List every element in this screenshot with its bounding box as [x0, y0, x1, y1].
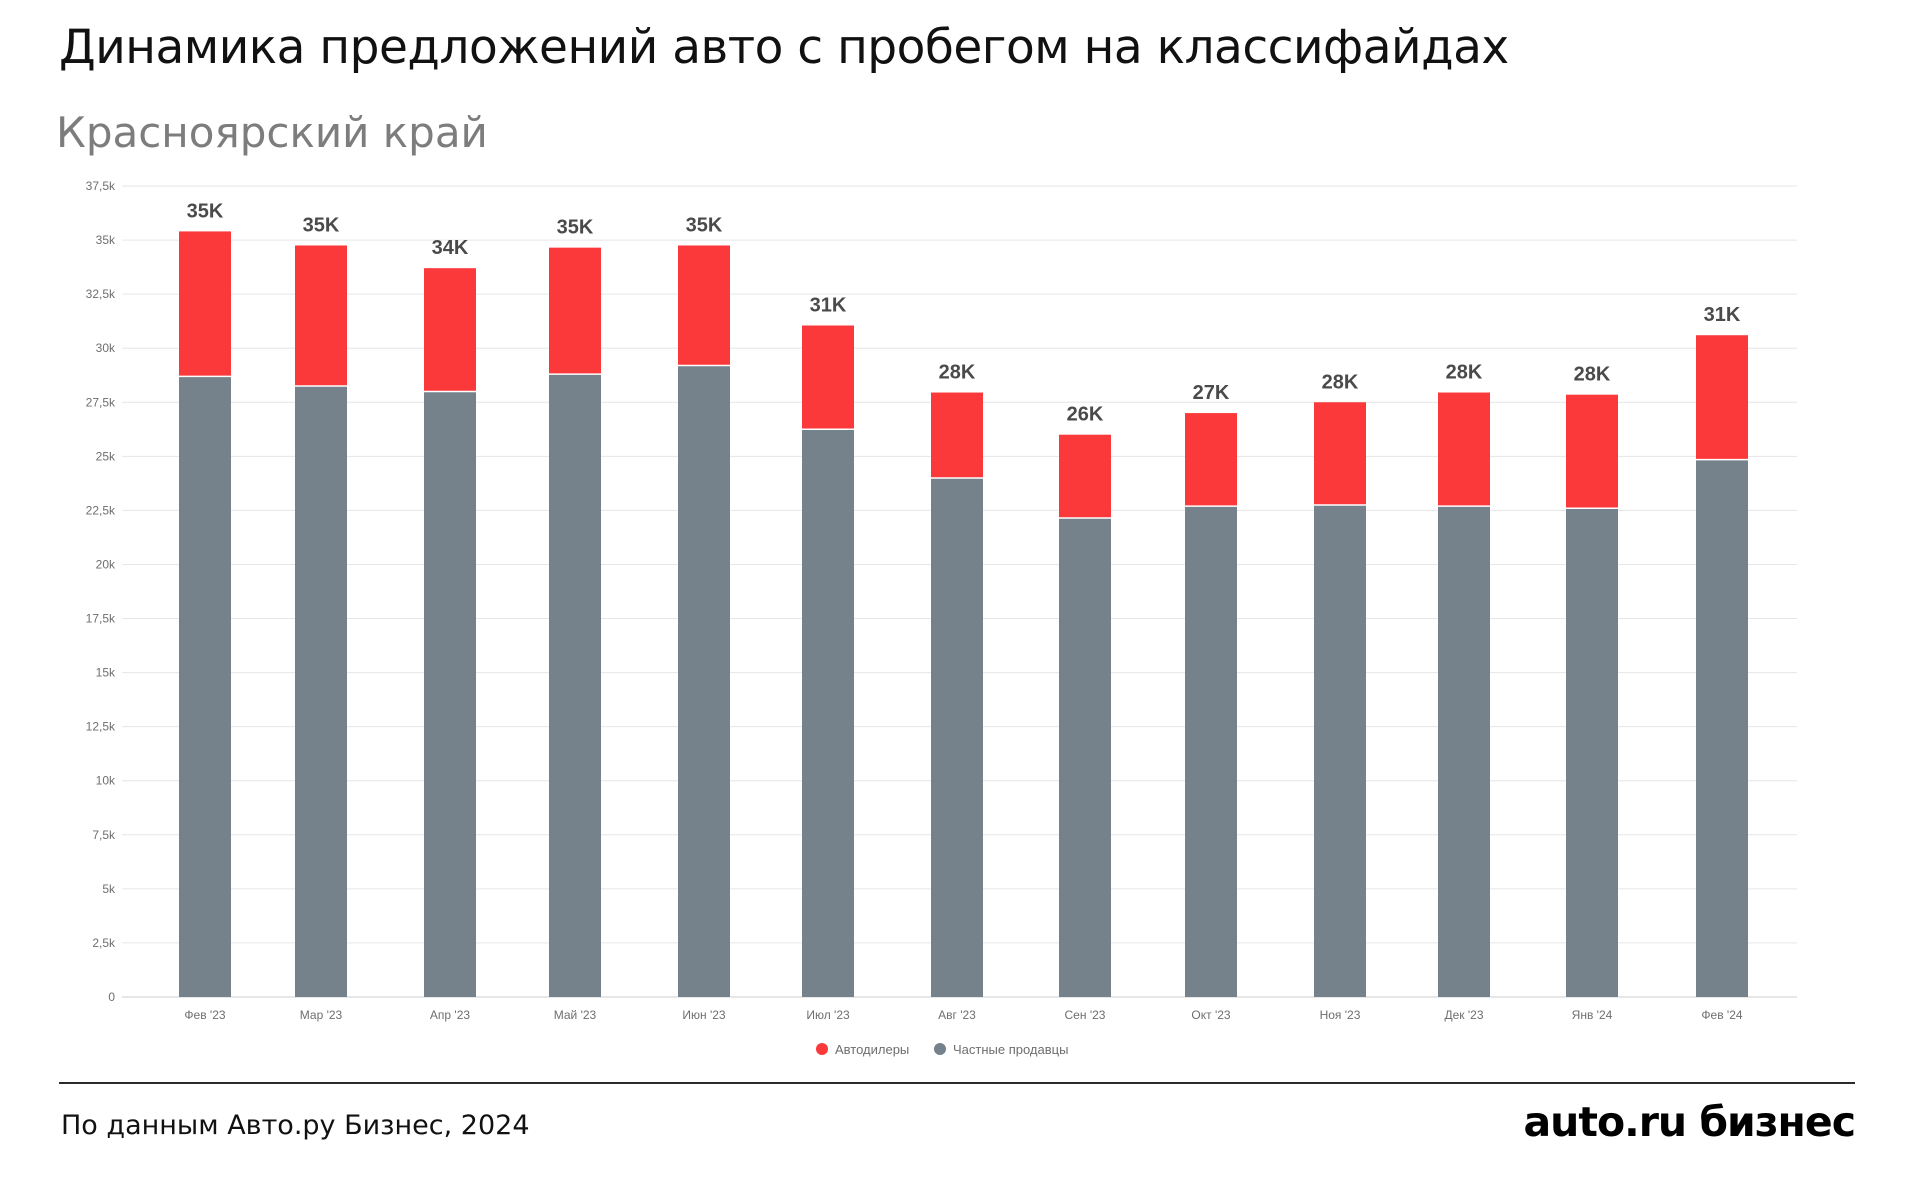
x-tick-label: Ноя '23	[1320, 1008, 1361, 1022]
bar-total-label: 28K	[1446, 362, 1483, 384]
bar-dealers	[1438, 392, 1490, 507]
bar-dealers	[1696, 335, 1748, 460]
x-tick-label: Июн '23	[682, 1008, 726, 1022]
y-tick-label: 2,5k	[92, 936, 116, 950]
legend: Автодилеры Частные продавцы	[816, 1042, 1068, 1057]
x-tick-label: Сен '23	[1065, 1008, 1106, 1022]
footer-divider	[59, 1082, 1855, 1084]
bar-dealers	[549, 247, 601, 375]
bar-dealers	[295, 245, 347, 387]
x-tick-label: Дек '23	[1444, 1008, 1483, 1022]
bar-total-label: 35K	[187, 200, 224, 222]
x-tick-label: Янв '24	[1572, 1008, 1613, 1022]
bar-dealers	[1185, 413, 1237, 507]
y-tick-label: 35k	[96, 233, 116, 247]
x-tick-label: Окт '23	[1191, 1008, 1231, 1022]
bar-dealers	[179, 231, 231, 377]
legend-label-dealers: Автодилеры	[835, 1042, 909, 1057]
source-note: По данным Авто.ру Бизнес, 2024	[61, 1110, 530, 1141]
y-tick-label: 20k	[96, 557, 116, 571]
bar-dealers	[802, 325, 854, 430]
page-title: Динамика предложений авто с пробегом на …	[59, 20, 1509, 75]
y-tick-label: 15k	[96, 666, 116, 680]
bar-private-sellers	[802, 429, 854, 997]
x-tick-label: Май '23	[554, 1008, 597, 1022]
bar-total-label: 34K	[432, 237, 469, 259]
y-tick-label: 17,5k	[86, 612, 116, 626]
bar-private-sellers	[678, 365, 730, 997]
bar-total-label: 35K	[686, 214, 723, 236]
x-tick-label: Июл '23	[806, 1008, 850, 1022]
grid-layer: 0 2,5k 5k 7,5k 10k 12,5k 15k 17,5k 20k 22,5k 25k 27…	[86, 179, 1797, 1004]
bar-private-sellers	[424, 391, 476, 997]
legend-marker-dealers	[816, 1043, 828, 1055]
bar-private-sellers	[295, 386, 347, 998]
bar-private-sellers	[179, 376, 231, 997]
bar-total-label: 27K	[1193, 382, 1230, 404]
bar-private-sellers	[1566, 508, 1618, 997]
y-tick-label: 37,5k	[86, 179, 116, 193]
y-tick-label: 27,5k	[86, 395, 116, 409]
x-tick-label: Фев '23	[184, 1008, 225, 1022]
bar-total-label: 26K	[1067, 404, 1104, 426]
bar-dealers	[1566, 394, 1618, 509]
bar-dealers	[1059, 434, 1111, 518]
bar-total-label: 35K	[303, 214, 340, 236]
bar-dealers	[931, 392, 983, 478]
bar-total-label: 31K	[810, 294, 847, 316]
x-tick-label: Фев '24	[1701, 1008, 1742, 1022]
stacked-bar-chart: 0 2,5k 5k 7,5k 10k 12,5k 15k 17,5k 20k 22,5k 25k 27…	[86, 179, 1797, 1057]
x-tick-label: Апр '23	[430, 1008, 470, 1022]
bar-dealers	[424, 268, 476, 392]
bar-total-label: 28K	[1322, 371, 1359, 393]
y-tick-label: 30k	[96, 341, 116, 355]
y-tick-label: 7,5k	[92, 828, 116, 842]
x-tick-label: Мар '23	[300, 1008, 343, 1022]
y-tick-label: 22,5k	[86, 503, 116, 517]
y-tick-label: 12,5k	[86, 720, 116, 734]
bar-total-label: 35K	[557, 217, 594, 239]
y-tick-label: 0	[108, 990, 115, 1004]
bar-private-sellers	[1696, 459, 1748, 997]
y-tick-label: 5k	[102, 882, 116, 896]
labels-layer: 35K Фев '23 35K Мар '23 34K Апр '23 35K Май '23…	[184, 200, 1742, 1022]
legend-label-private: Частные продавцы	[953, 1042, 1068, 1057]
y-tick-label: 10k	[96, 774, 116, 788]
bars-layer	[179, 231, 1748, 998]
bar-private-sellers	[1185, 506, 1237, 997]
x-tick-label: Авг '23	[938, 1008, 976, 1022]
bar-private-sellers	[1059, 517, 1111, 997]
bar-private-sellers	[1438, 506, 1490, 997]
bar-total-label: 31K	[1704, 304, 1741, 326]
bar-dealers	[678, 245, 730, 366]
bar-total-label: 28K	[1574, 364, 1611, 386]
legend-marker-private	[934, 1043, 946, 1055]
page-subtitle: Красноярский край	[56, 108, 488, 157]
bar-private-sellers	[1314, 504, 1366, 997]
bar-private-sellers	[549, 374, 601, 998]
bar-dealers	[1314, 402, 1366, 505]
bar-private-sellers	[931, 477, 983, 998]
bar-total-label: 28K	[939, 362, 976, 384]
y-tick-label: 32,5k	[86, 287, 116, 301]
brand-logo: auto.ru бизнес	[1523, 1098, 1856, 1146]
y-tick-label: 25k	[96, 449, 116, 463]
